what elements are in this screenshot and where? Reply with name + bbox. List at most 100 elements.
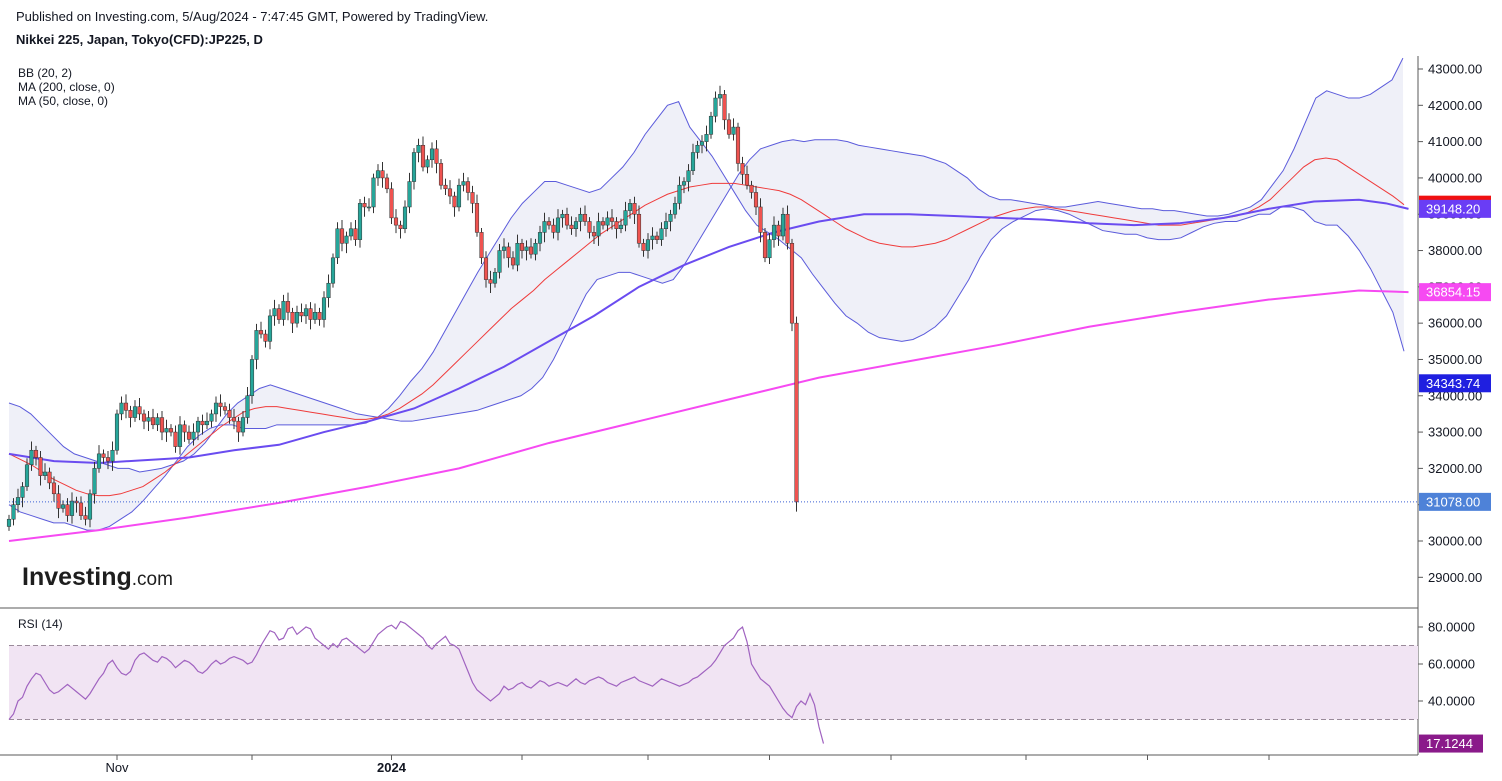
candle-body xyxy=(677,184,682,204)
ma200-indicator-label[interactable]: MA (200, close, 0) xyxy=(18,80,115,94)
candle-body xyxy=(263,333,268,342)
candle-body xyxy=(303,308,309,317)
candle-body xyxy=(663,221,669,230)
candle-body xyxy=(744,174,750,186)
candle-body xyxy=(411,152,417,182)
candle-body xyxy=(474,203,480,233)
candle-body xyxy=(690,152,696,171)
candle-body xyxy=(290,312,295,324)
candle-body xyxy=(132,406,138,418)
candle-body xyxy=(240,417,246,433)
candle-body xyxy=(641,243,646,251)
candle-body xyxy=(38,457,43,476)
candle-body xyxy=(681,181,687,186)
candle-body xyxy=(672,203,678,215)
candle-body xyxy=(767,239,772,259)
candle-body xyxy=(24,464,30,487)
candle-body xyxy=(605,217,610,226)
candle-body xyxy=(708,115,714,135)
candle-body xyxy=(452,195,457,208)
candle-body xyxy=(542,221,547,233)
rsi-tick-label: 80.0000 xyxy=(1428,620,1475,635)
candle-body xyxy=(353,228,358,240)
time-tick-label: Nov xyxy=(105,760,129,775)
candle-body xyxy=(33,449,39,458)
price-tick-label: 30000.00 xyxy=(1428,534,1482,549)
price-tick-label: 43000.00 xyxy=(1428,62,1482,77)
candle-body xyxy=(524,246,529,251)
candle-body xyxy=(582,213,588,222)
price-tag-label: 39148.20 xyxy=(1426,201,1480,216)
candle-body xyxy=(15,497,21,505)
rsi-tick-label: 40.0000 xyxy=(1428,694,1475,709)
candle-body xyxy=(101,453,106,458)
candle-body xyxy=(578,213,583,222)
candle-body xyxy=(560,213,565,219)
candle-body xyxy=(753,192,759,208)
candle-body xyxy=(96,453,102,469)
bb-indicator-label[interactable]: BB (20, 2) xyxy=(18,66,73,80)
candle-body xyxy=(389,188,394,219)
candle-body xyxy=(155,417,160,426)
candlesticks xyxy=(6,85,1418,531)
candle-body xyxy=(231,417,237,422)
candle-body xyxy=(60,504,66,509)
candle-body xyxy=(519,243,525,251)
candle-body xyxy=(650,235,655,240)
candle-body xyxy=(438,163,444,186)
candle-body xyxy=(704,134,709,142)
candle-body xyxy=(362,203,367,208)
candle-body xyxy=(695,144,700,153)
rsi-band-fill xyxy=(9,645,1418,720)
candle-body xyxy=(146,417,151,422)
candle-body xyxy=(420,144,426,168)
candle-body xyxy=(195,420,201,433)
candle-body xyxy=(573,221,579,230)
candle-body xyxy=(618,224,624,230)
rsi-indicator-label[interactable]: RSI (14) xyxy=(18,617,63,631)
candle-body xyxy=(204,420,210,426)
candle-body xyxy=(110,449,115,462)
symbol-title: Nikkei 225, Japan, Tokyo(CFD):JP225, D xyxy=(16,32,263,47)
candle-body xyxy=(258,330,264,335)
candle-body xyxy=(731,126,736,135)
ma200-line xyxy=(8,289,1409,542)
candle-body xyxy=(200,420,205,426)
rsi-tick-label: 60.0000 xyxy=(1428,657,1475,672)
investing-logo: Investing.com xyxy=(22,563,173,592)
candle-body xyxy=(434,148,439,164)
candle-body xyxy=(465,181,471,193)
rsi-pane xyxy=(8,620,1418,744)
candle-body xyxy=(375,170,381,179)
candle-body xyxy=(609,217,615,222)
candle-body xyxy=(11,504,16,520)
rsi-tag-box xyxy=(1419,734,1483,753)
candle-body xyxy=(416,144,421,153)
candle-body xyxy=(105,457,111,462)
candle-body xyxy=(789,243,795,324)
candle-body xyxy=(533,243,538,255)
candle-body xyxy=(425,159,430,168)
price-tick-label: 32000.00 xyxy=(1428,461,1482,476)
ma50-indicator-label[interactable]: MA (50, close, 0) xyxy=(18,94,109,108)
chart-frame xyxy=(0,56,1419,756)
price-tag-box xyxy=(1419,492,1491,511)
candle-body xyxy=(321,297,327,320)
candle-body xyxy=(128,410,133,418)
candle-body xyxy=(348,228,354,237)
candle-body xyxy=(119,402,124,415)
rsi-line xyxy=(8,620,825,744)
moving-averages xyxy=(8,198,1409,542)
candle-body xyxy=(159,417,165,433)
candle-body xyxy=(276,308,282,320)
price-tick-label: 35000.00 xyxy=(1428,352,1482,367)
bb-upper-line xyxy=(8,57,1404,473)
candle-body xyxy=(686,170,691,182)
ma50-line xyxy=(8,198,1409,464)
candle-body xyxy=(654,235,660,240)
candle-body xyxy=(632,203,637,215)
candle-body xyxy=(6,518,12,527)
candle-body xyxy=(47,471,52,484)
candle-body xyxy=(254,330,259,360)
